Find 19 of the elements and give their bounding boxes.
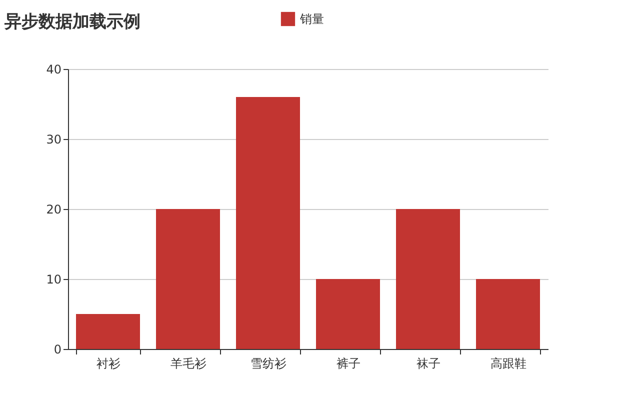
bar	[316, 279, 380, 349]
y-tick-label: 30	[46, 132, 62, 146]
bar	[396, 209, 460, 349]
legend-label: 销量	[299, 12, 324, 26]
y-tick-label: 10	[46, 272, 62, 286]
x-tick-label: 裤子	[336, 356, 360, 370]
x-tick-label: 衬衫	[96, 356, 120, 370]
y-tick-label: 20	[46, 202, 62, 216]
x-tick-label: 高跟鞋	[490, 356, 526, 370]
y-tick-label: 40	[46, 62, 62, 76]
bar	[236, 97, 300, 349]
chart-title: 异步数据加载示例	[4, 12, 141, 32]
bar	[156, 209, 220, 349]
bar	[476, 279, 540, 349]
bar	[76, 314, 140, 349]
y-tick-label: 0	[54, 342, 62, 356]
x-tick-label: 袜子	[416, 356, 440, 370]
x-tick-label: 羊毛衫	[170, 356, 206, 370]
x-tick-label: 雪纺衫	[250, 356, 286, 370]
